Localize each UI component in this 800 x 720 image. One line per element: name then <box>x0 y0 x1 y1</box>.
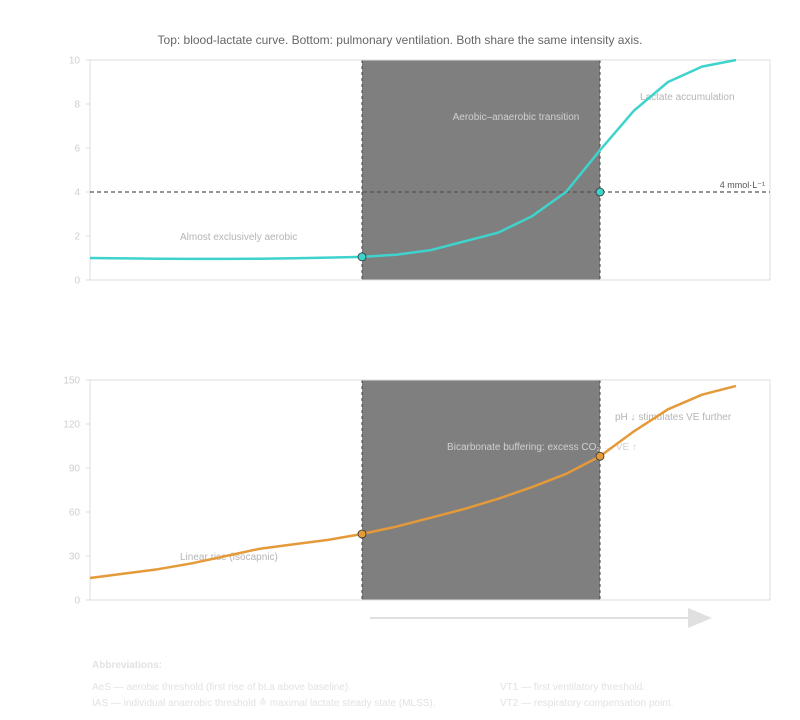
lactate-curve <box>89 58 737 261</box>
bottom-threshold-markers <box>357 451 605 539</box>
bottom-y-tick-label: 0 <box>74 596 80 607</box>
top-y-tick-label: 4 <box>74 188 80 199</box>
top-y-axis: 0 2 4 6 8 10 <box>69 56 90 287</box>
bottom-transition-band <box>362 380 600 600</box>
top-y-tick-label: 0 <box>74 276 80 287</box>
bottom-y-tick-label: 30 <box>69 552 81 563</box>
top-annotation-aerobic: Almost exclusively aerobic <box>180 232 297 243</box>
bottom-y-tick-label: 90 <box>69 464 81 475</box>
abbreviation-ias: IAS — individual anaerobic threshold ≙ m… <box>92 698 436 709</box>
bottom-y-tick-label: 150 <box>63 376 80 387</box>
bottom-y-axis: 0 30 60 90 120 150 <box>63 376 90 607</box>
bottom-annotation-linear: Linear rise (isocapnic) <box>180 552 278 563</box>
figure-caption: Top: blood-lactate curve. Bottom: pulmon… <box>157 33 643 47</box>
top-y-tick-label: 8 <box>74 100 80 111</box>
abbreviation-vt1: VT1 — first ventilatory threshold. <box>500 682 646 693</box>
bottom-y-tick-label: 120 <box>63 420 80 431</box>
top-chart: 0 2 4 6 8 10 4 mmol·L⁻¹ Aerobic–anaerobic tra… <box>69 56 771 287</box>
top-transition-band <box>362 60 600 280</box>
abbreviations-title: Abbreviations: <box>92 660 163 671</box>
abbreviations-block: Abbreviations: AeS — aerobic threshold (… <box>92 660 792 709</box>
top-y-tick-label: 2 <box>74 232 80 243</box>
top-band-label: Aerobic–anaerobic transition <box>453 112 580 123</box>
abbreviation-vt2: VT2 — respiratory compensation point. <box>500 698 674 709</box>
bottom-annotation-ph: pH ↓ stimulates VE further <box>615 412 732 423</box>
bottom-band-label: Bicarbonate buffering: excess CO₂ → VE ↑ <box>447 442 637 453</box>
top-threshold-marker <box>357 252 367 262</box>
top-y-tick-label: 10 <box>69 56 81 67</box>
top-annotation-accumulation: Lactate accumulation <box>640 92 735 103</box>
bottom-chart: 0 30 60 90 120 150 Bicarbonate buffering: exc… <box>63 376 771 607</box>
abbreviation-aes: AeS — aerobic threshold (first rise of b… <box>92 682 352 693</box>
top-plot-frame <box>89 59 771 281</box>
bottom-threshold-marker <box>357 529 367 539</box>
ventilation-curve <box>89 384 737 580</box>
top-threshold-marker <box>595 187 605 197</box>
bottom-plot-frame <box>89 379 771 601</box>
top-y-tick-label: 6 <box>74 144 80 155</box>
bottom-y-tick-label: 60 <box>69 508 81 519</box>
top-threshold-markers <box>357 187 605 262</box>
top-reference-label: 4 mmol·L⁻¹ <box>720 180 765 190</box>
bottom-threshold-marker <box>595 451 605 461</box>
